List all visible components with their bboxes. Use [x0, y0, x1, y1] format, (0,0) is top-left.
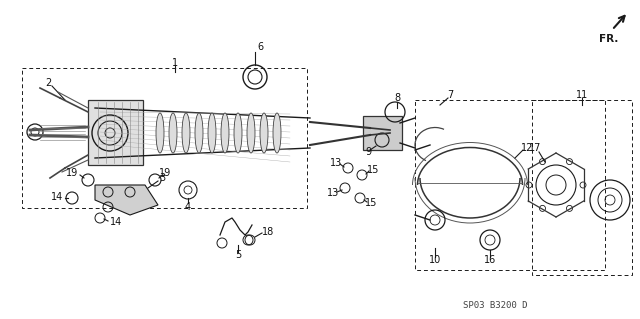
Bar: [415, 100, 605, 270]
Text: 8: 8: [394, 93, 400, 103]
Text: 13: 13: [327, 188, 339, 198]
Text: FR.: FR.: [599, 34, 619, 44]
Ellipse shape: [247, 113, 255, 153]
FancyBboxPatch shape: [88, 100, 143, 165]
Text: 14: 14: [110, 217, 122, 227]
Text: 16: 16: [484, 255, 496, 265]
Text: 9: 9: [365, 147, 371, 157]
FancyBboxPatch shape: [363, 116, 402, 150]
Text: 19: 19: [66, 168, 78, 178]
Text: 17: 17: [529, 143, 541, 153]
Text: SP03 B3200 D: SP03 B3200 D: [463, 300, 527, 309]
Text: 2: 2: [45, 78, 51, 88]
Text: 6: 6: [257, 42, 263, 52]
Text: 18: 18: [262, 227, 274, 237]
Text: 5: 5: [235, 250, 241, 260]
Text: 14: 14: [51, 192, 63, 202]
Text: 3: 3: [159, 173, 165, 183]
Text: 7: 7: [447, 90, 453, 100]
Bar: [532, 100, 632, 275]
Bar: [22, 68, 307, 208]
Ellipse shape: [221, 113, 229, 153]
Ellipse shape: [208, 113, 216, 153]
Text: 11: 11: [576, 90, 588, 100]
Ellipse shape: [182, 113, 190, 153]
Text: 1: 1: [172, 58, 178, 68]
Ellipse shape: [260, 113, 268, 153]
Text: 15: 15: [365, 198, 377, 208]
Ellipse shape: [195, 113, 203, 153]
Text: 12: 12: [521, 143, 533, 153]
Text: 10: 10: [429, 255, 441, 265]
Ellipse shape: [273, 113, 281, 153]
Ellipse shape: [169, 113, 177, 153]
Ellipse shape: [156, 113, 164, 153]
Text: 15: 15: [367, 165, 379, 175]
Polygon shape: [95, 185, 158, 215]
Ellipse shape: [234, 113, 242, 153]
Text: 19: 19: [159, 168, 171, 178]
Text: 4: 4: [185, 202, 191, 212]
Text: 13: 13: [330, 158, 342, 168]
